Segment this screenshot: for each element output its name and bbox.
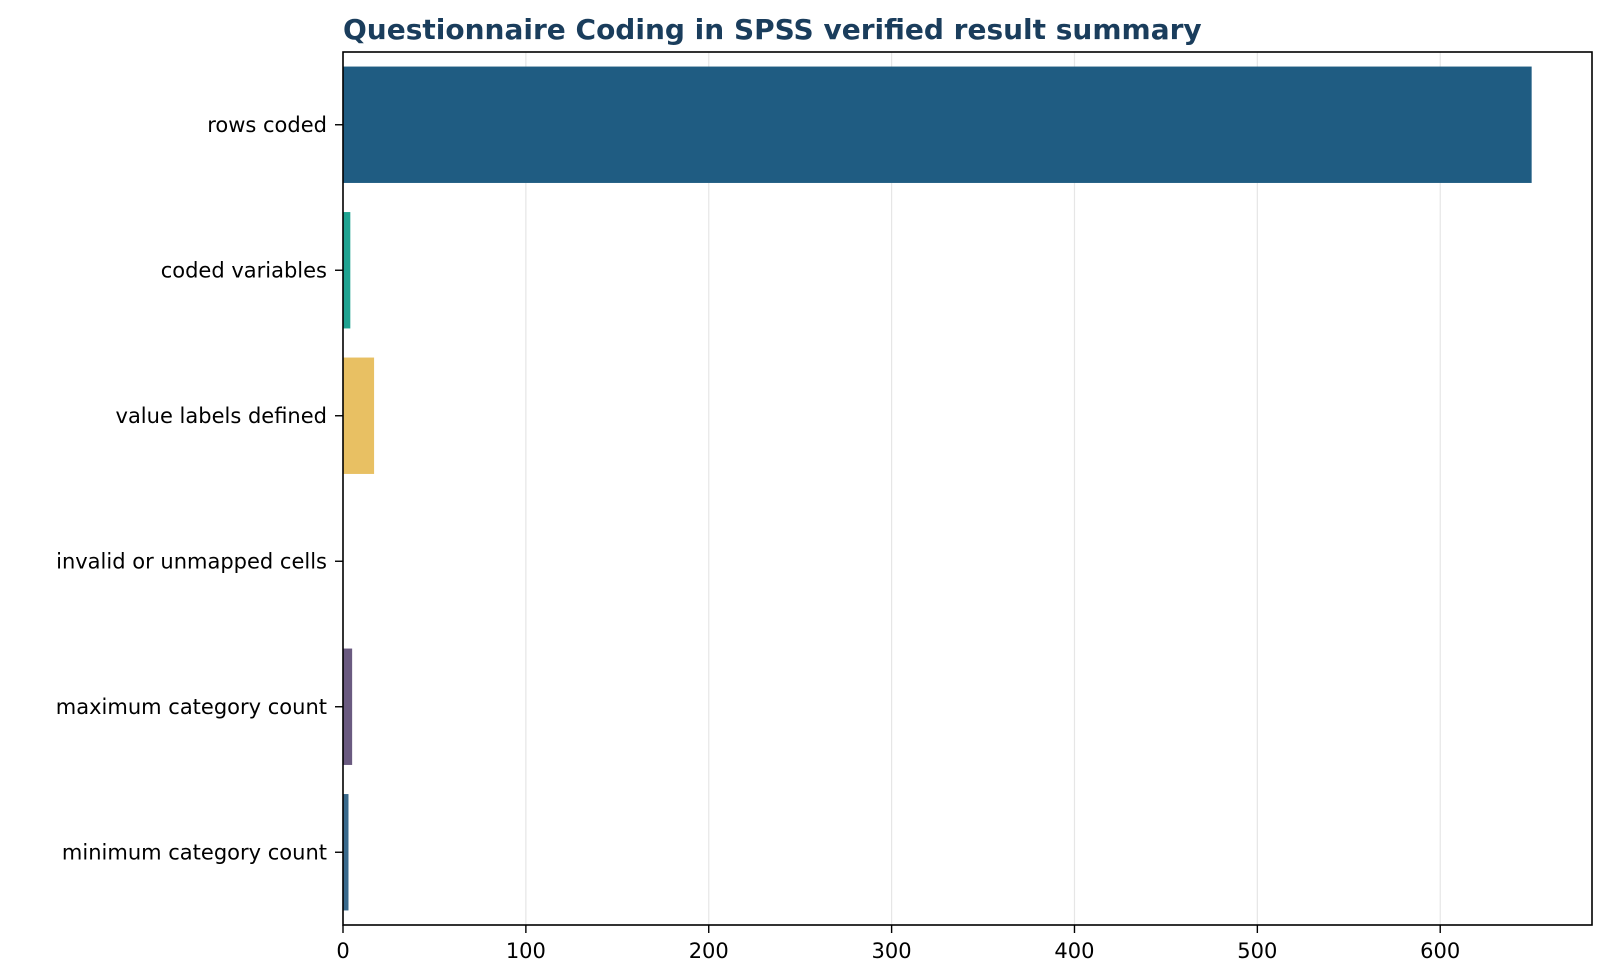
x-tick-label: 0 [336, 939, 349, 963]
y-tick-label: maximum category count [56, 695, 327, 719]
y-tick-label: rows coded [207, 113, 327, 137]
bar [343, 357, 375, 474]
x-tick-label: 300 [872, 939, 912, 963]
x-tick-label: 200 [689, 939, 729, 963]
grid-lines [342, 52, 1441, 925]
chart-title: Questionnaire Coding in SPSS verified re… [343, 13, 1202, 46]
y-tick-label: coded variables [161, 258, 327, 282]
x-tick-label: 100 [506, 939, 546, 963]
y-tick-label: value labels defined [116, 404, 327, 428]
bar [343, 794, 349, 911]
bar [343, 66, 1532, 183]
y-tick-label: minimum category count [62, 840, 327, 864]
bar [343, 648, 353, 765]
y-tick-label: invalid or unmapped cells [56, 549, 327, 573]
bars [343, 66, 1532, 911]
x-tick-label: 600 [1420, 939, 1460, 963]
y-axis-ticks: rows coded coded variables value labels de… [56, 113, 343, 864]
x-tick-label: 500 [1237, 939, 1277, 963]
x-axis-ticks: 0 100 200 300 400 500 600 [336, 925, 1460, 963]
plot-frame [342, 51, 1593, 926]
bar [343, 212, 351, 329]
x-tick-label: 400 [1054, 939, 1094, 963]
